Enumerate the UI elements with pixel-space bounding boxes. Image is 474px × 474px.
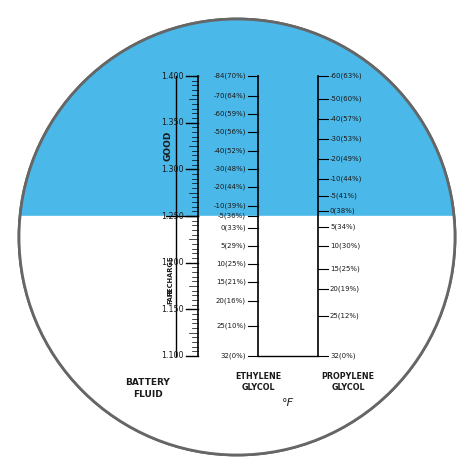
- Text: 0(33%): 0(33%): [220, 225, 246, 231]
- Text: 5(34%): 5(34%): [330, 224, 356, 230]
- Text: 1.200: 1.200: [161, 258, 184, 267]
- Text: -20(49%): -20(49%): [330, 156, 363, 162]
- Text: -40(52%): -40(52%): [214, 148, 246, 154]
- Text: 1.100: 1.100: [162, 352, 184, 361]
- Text: 15(25%): 15(25%): [330, 266, 360, 272]
- Text: -60(59%): -60(59%): [213, 111, 246, 117]
- Circle shape: [19, 19, 455, 455]
- Text: 10(25%): 10(25%): [216, 261, 246, 267]
- Text: FAIR: FAIR: [167, 288, 173, 304]
- Text: -20(44%): -20(44%): [214, 184, 246, 190]
- Text: PROPYLENE: PROPYLENE: [321, 372, 374, 381]
- Text: 20(19%): 20(19%): [330, 286, 360, 292]
- Text: 20(16%): 20(16%): [216, 298, 246, 304]
- Text: -50(60%): -50(60%): [330, 96, 363, 102]
- Text: -70(64%): -70(64%): [213, 93, 246, 99]
- Text: 1.250: 1.250: [161, 211, 184, 220]
- Polygon shape: [14, 14, 460, 216]
- Text: -40(57%): -40(57%): [330, 116, 363, 122]
- Text: GLYCOL: GLYCOL: [331, 383, 365, 392]
- Text: -84(70%): -84(70%): [213, 73, 246, 79]
- Text: 0(38%): 0(38%): [330, 208, 356, 214]
- Text: -10(39%): -10(39%): [213, 203, 246, 209]
- Text: BATTERY
FLUID: BATTERY FLUID: [126, 378, 170, 399]
- Text: 25(10%): 25(10%): [216, 323, 246, 329]
- Text: ETHYLENE: ETHYLENE: [235, 372, 281, 381]
- Text: -5(36%): -5(36%): [218, 213, 246, 219]
- Text: 25(12%): 25(12%): [330, 313, 360, 319]
- Text: 5(29%): 5(29%): [220, 243, 246, 249]
- Text: 32(0%): 32(0%): [220, 353, 246, 359]
- Text: 1.300: 1.300: [162, 165, 184, 174]
- Text: -30(53%): -30(53%): [330, 136, 363, 142]
- Text: -5(41%): -5(41%): [330, 193, 358, 199]
- Text: 10(30%): 10(30%): [330, 243, 360, 249]
- Text: -30(48%): -30(48%): [213, 166, 246, 172]
- Text: 15(21%): 15(21%): [216, 279, 246, 285]
- Text: -10(44%): -10(44%): [330, 176, 363, 182]
- Text: 1.150: 1.150: [161, 305, 184, 314]
- Text: -60(63%): -60(63%): [330, 73, 363, 79]
- Text: °F: °F: [282, 398, 294, 408]
- Text: 32(0%): 32(0%): [330, 353, 356, 359]
- Text: GLYCOL: GLYCOL: [241, 383, 275, 392]
- Polygon shape: [14, 216, 460, 460]
- Text: 1.400: 1.400: [162, 72, 184, 81]
- Text: -50(56%): -50(56%): [214, 129, 246, 135]
- Text: 1.350: 1.350: [161, 118, 184, 127]
- Text: RECHARGE: RECHARGE: [167, 256, 173, 296]
- Text: GOOD: GOOD: [164, 131, 173, 161]
